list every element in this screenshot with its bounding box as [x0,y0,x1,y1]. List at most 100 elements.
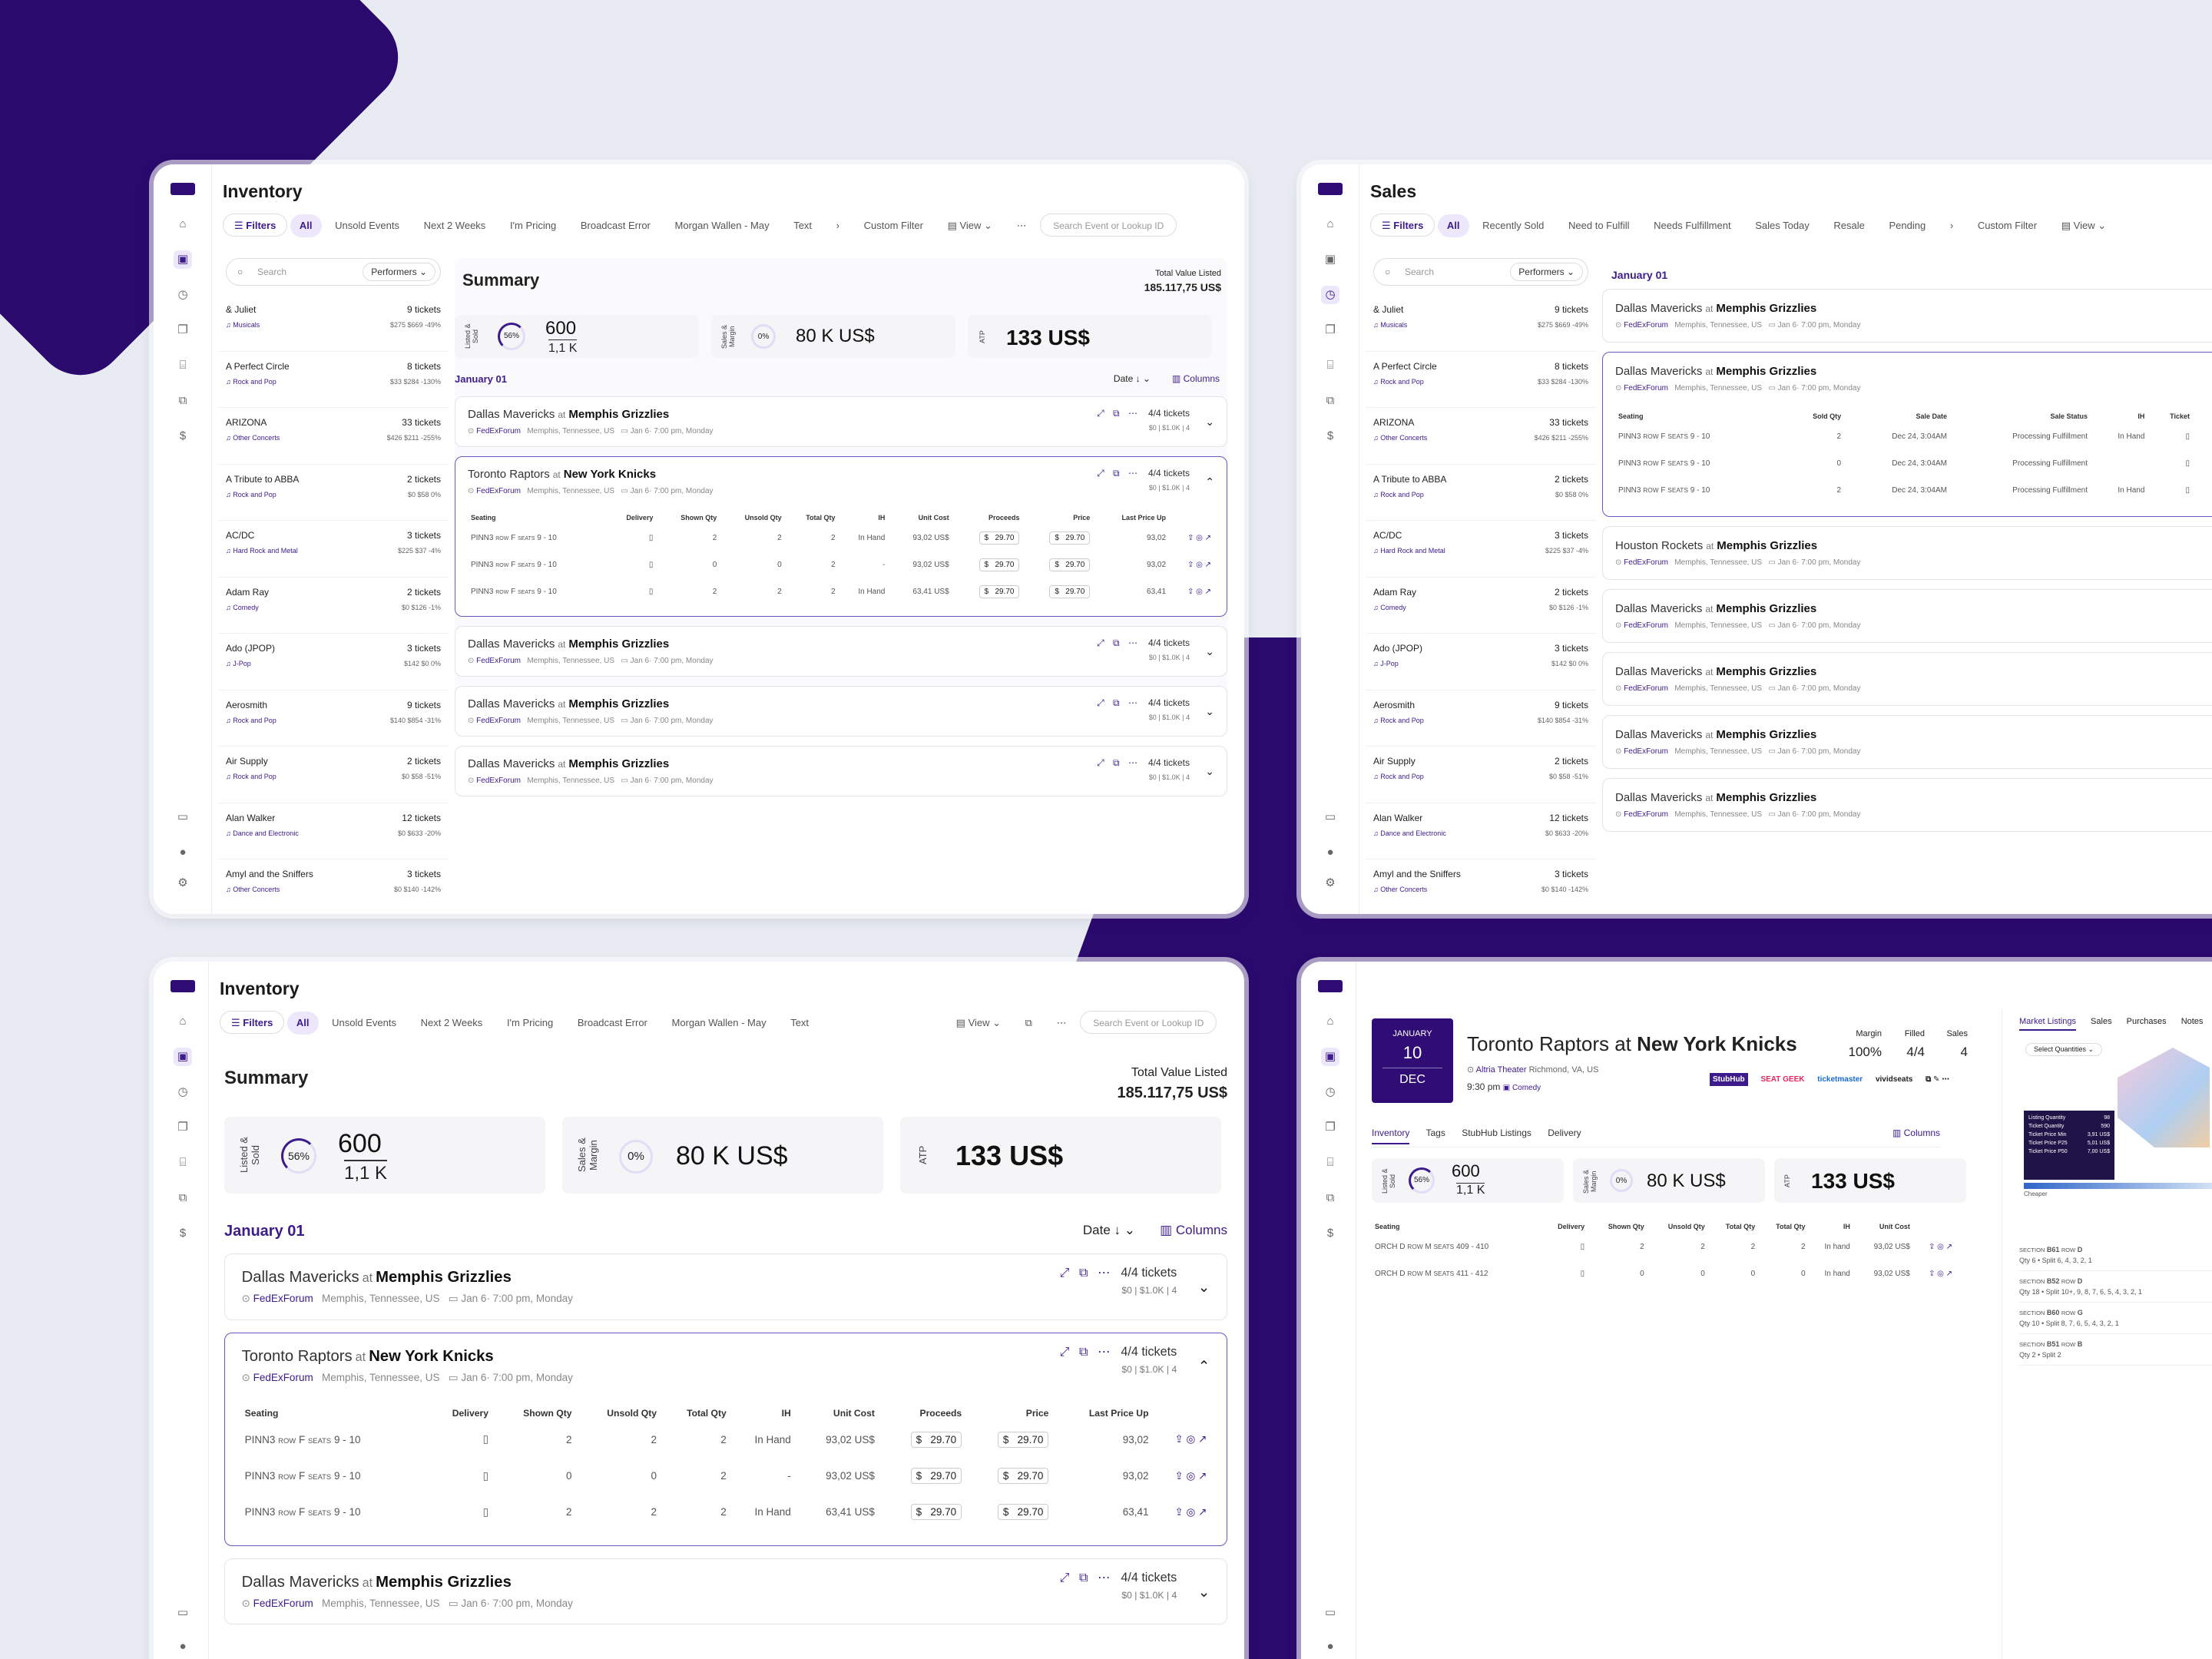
performer-item[interactable]: Ado (JPOP) 3 tickets ♫ J-Pop $142 $0 0% [218,634,449,690]
chevron-down-icon[interactable]: ⌄ [1205,416,1214,428]
bank-icon[interactable]: ⌸ [179,1156,187,1169]
event-card[interactable]: Dallas Mavericks at Memphis Grizzlies ⊙ Fe… [455,396,1227,447]
performer-item[interactable]: Aerosmith 9 tickets ♫ Rock and Pop $140 … [218,690,449,747]
tab-delivery[interactable]: Delivery [1548,1128,1581,1138]
tab-im-pricing[interactable]: I'm Pricing [509,220,557,231]
event-card[interactable]: Dallas Mavericks at Memphis Grizzlies ⊙ Fe… [455,686,1227,737]
row-actions-icons[interactable]: ⇪ ◎ ↗ [1187,588,1211,596]
row-actions-icons[interactable]: ⇪ ◎ ↗ [1187,534,1211,542]
chat-icon[interactable]: ▭ [177,810,189,823]
event-card[interactable]: Toronto Raptors at New York Knicks ⊙ FedEx… [224,1332,1227,1546]
table-row[interactable]: PINN3 ROW F SEATS 9 - 10 ▯ 2 2 2 In Hand… [468,525,1214,551]
inventory-icon[interactable]: ▣ [174,250,192,269]
tickets-icon[interactable]: ❐ [177,323,188,336]
expand-icon[interactable]: ⤢ ⧉ ⋯ [1097,697,1141,708]
table-row[interactable]: PINN3 ROW F SEATS 9 - 10 0 Dec 24, 3:04A… [1615,450,2212,477]
sale-event-card[interactable]: Dallas Mavericks at Memphis Grizzlies ⊙ Fe… [1602,352,2212,517]
select-quantities-dropdown[interactable]: Select Quantities ⌄ [2025,1043,2103,1056]
expand-icon[interactable]: ⤢ ⧉ ⋯ [1097,637,1141,648]
performer-item[interactable]: Alan Walker 12 tickets ♫ Dance and Elect… [218,803,449,859]
tab-all[interactable]: All [290,214,322,237]
performer-item[interactable]: & Juliet 9 tickets ♫ Musicals $275 $669 … [218,295,449,352]
copy-icon[interactable]: ⧉ [1025,1017,1032,1028]
chevron-down-icon[interactable]: ⌄ [1197,1584,1210,1601]
event-card[interactable]: Dallas Mavericks at Memphis Grizzlies ⊙ Fe… [224,1253,1227,1320]
tab-purchases[interactable]: Purchases [2126,1017,2167,1026]
tab-all[interactable]: All [286,1012,319,1035]
tab-text[interactable]: Text [790,1017,810,1028]
tab-broadcast-error[interactable]: Broadcast Error [580,220,651,231]
sales-icon[interactable]: ◷ [177,288,188,301]
dollar-icon[interactable]: $ [179,429,187,442]
home-icon[interactable]: ⌂ [179,1015,187,1028]
chevron-down-icon[interactable]: ⌄ [1205,705,1214,717]
expand-icon[interactable]: ⤢ ⧉ ⋯ [1097,468,1141,478]
row-actions-icons[interactable]: ⇪ ◎ ↗ [1174,1433,1207,1445]
sort-date-button[interactable]: Date ↓ ⌄ [1082,1223,1135,1237]
tab-stubhub-listings[interactable]: StubHub Listings [1462,1128,1532,1138]
performer-item[interactable]: ARIZONA 33 tickets ♫ Other Concerts $426… [218,408,449,465]
table-row[interactable]: PINN3 ROW F SEATS 9 - 10 2 Dec 24, 3:04A… [1615,423,2212,450]
event-card[interactable]: Dallas Mavericks at Memphis Grizzlies ⊙ Fe… [455,626,1227,677]
sales-icon[interactable]: ◷ [1325,1085,1336,1098]
view-dropdown[interactable]: ▤ View ⌄ [955,1017,1002,1028]
dollar-icon[interactable]: $ [179,1227,187,1240]
performer-item[interactable]: Amyl and the Sniffers 3 tickets ♫ Other … [1366,859,1596,914]
bank-icon[interactable]: ⌸ [1326,1156,1334,1169]
performer-item[interactable]: Air Supply 2 tickets ♫ Rock and Pop $0 $… [1366,747,1596,803]
sale-event-card[interactable]: Dallas Mavericks at Memphis Grizzlies ⊙ Fe… [1602,778,2212,832]
filters-button[interactable]: ☰ Filters [1370,214,1435,237]
row-actions-icons[interactable]: ⇪ ◎ ↗ [1174,1505,1207,1518]
performer-item[interactable]: Adam Ray 2 tickets ♫ Comedy $0 $126 -1% [218,578,449,634]
price-input[interactable]: $ 29.70 [997,1468,1049,1485]
performer-item[interactable]: Air Supply 2 tickets ♫ Rock and Pop $0 $… [218,747,449,803]
performer-item[interactable]: A Tribute to ABBA 2 tickets ♫ Rock and P… [1366,465,1596,521]
tab-text[interactable]: Text [793,220,813,231]
chevron-up-icon[interactable]: ⌃ [1197,1359,1210,1376]
copy-icon[interactable]: ⧉ [178,1191,187,1204]
tickets-icon[interactable]: ❐ [177,1121,188,1134]
tab-custom-filter[interactable]: Custom Filter [1977,220,2038,231]
tab-tags[interactable]: Tags [1426,1128,1445,1138]
user-icon[interactable]: ● [1326,846,1334,859]
table-row[interactable]: PINN3 ROW F SEATS 9 - 10 ▯ 2 2 2 In Hand… [242,1422,1210,1458]
table-row[interactable]: PINN3 ROW F SEATS 9 - 10 2 Dec 24, 3:04A… [1615,477,2212,504]
chevron-down-icon[interactable]: ⌄ [1197,1280,1210,1296]
dollar-icon[interactable]: $ [1326,429,1334,442]
view-dropdown[interactable]: ▤ View ⌄ [947,220,992,231]
sale-event-card[interactable]: Dallas Mavericks at Memphis Grizzlies ⊙ Fe… [1602,652,2212,706]
view-dropdown[interactable]: ▤ View ⌄ [2061,220,2107,231]
proceeds-input[interactable]: $ 29.70 [910,1431,962,1448]
table-row[interactable]: PINN3 ROW F SEATS 9 - 10 ▯ 2 2 2 In Hand… [242,1494,1210,1530]
event-card[interactable]: Dallas Mavericks at Memphis Grizzlies ⊙ Fe… [455,746,1227,796]
tab-broadcast-error[interactable]: Broadcast Error [577,1017,647,1028]
performer-item[interactable]: & Juliet 9 tickets ♫ Musicals $275 $669 … [1366,295,1596,352]
expand-icon[interactable]: ⤢ ⧉ ⋯ [1059,1570,1114,1584]
row-actions-icons[interactable]: ⇪ ◎ ↗ [1187,561,1211,569]
chevron-right-icon[interactable]: › [836,220,840,231]
performer-item[interactable]: A Perfect Circle 8 tickets ♫ Rock and Po… [218,352,449,408]
proceeds-input[interactable]: $ 29.70 [979,585,1020,598]
price-input[interactable]: $ 29.70 [997,1504,1049,1521]
sales-icon[interactable]: ◷ [1321,286,1339,304]
performer-item[interactable]: Alan Walker 12 tickets ♫ Dance and Elect… [1366,803,1596,859]
user-icon[interactable]: ● [1326,1640,1334,1653]
sort-date-button[interactable]: Date ↓ ⌄ [1113,373,1151,384]
expand-icon[interactable]: ⤢ ⧉ ⋯ [1059,1344,1114,1359]
performers-dropdown[interactable]: Performers ⌄ [363,263,435,281]
home-icon[interactable]: ⌂ [1326,1015,1334,1028]
table-row[interactable]: PINN3 ROW F SEATS 9 - 10 ▯ 2 2 2 In Hand… [468,578,1214,605]
tab-need-to-fulfill[interactable]: Need to Fulfill [1568,220,1630,231]
sale-event-card[interactable]: Houston Rockets at Memphis Grizzlies ⊙ Fed… [1602,526,2212,580]
vividseats-logo[interactable]: vividseats [1875,1075,1913,1084]
performer-item[interactable]: Adam Ray 2 tickets ♫ Comedy $0 $126 -1% [1366,578,1596,634]
price-input[interactable]: $ 29.70 [997,1431,1049,1448]
ticketmaster-logo[interactable]: ticketmaster [1817,1075,1863,1084]
tab-next-2-weeks[interactable]: Next 2 Weeks [420,1017,483,1028]
event-card[interactable]: Dallas Mavericks at Memphis Grizzlies ⊙ Fe… [224,1558,1227,1625]
chat-icon[interactable]: ▭ [1324,1606,1336,1619]
copy-icon[interactable]: ⧉ [1326,1191,1335,1204]
stubhub-logo[interactable]: StubHub [1710,1073,1748,1086]
performer-item[interactable]: AC/DC 3 tickets ♫ Hard Rock and Metal $2… [1366,521,1596,578]
